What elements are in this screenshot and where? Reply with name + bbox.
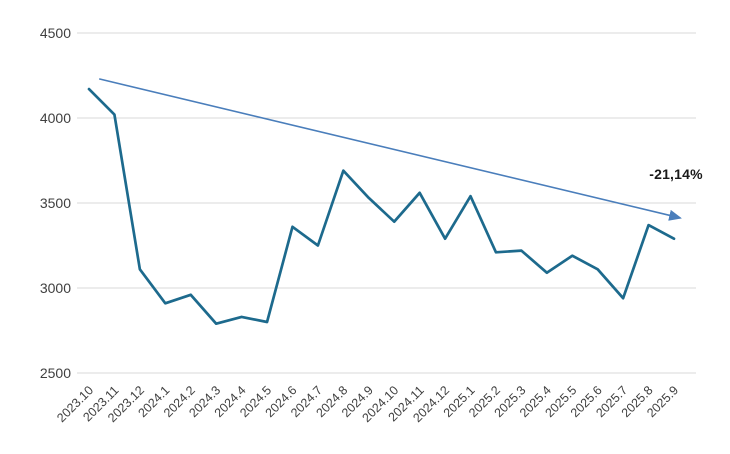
y-axis-tick-label: 3000 <box>40 280 71 296</box>
trendline-arrow <box>98 78 682 221</box>
y-axis-tick-label: 3500 <box>40 195 71 211</box>
trend-percentage-label: -21,14% <box>649 166 703 182</box>
y-axis-tick-label: 2500 <box>40 365 71 381</box>
y-axis-tick-label: 4000 <box>40 110 71 126</box>
data-series-line <box>87 87 676 326</box>
y-axis-tick-label: 4500 <box>40 25 71 41</box>
